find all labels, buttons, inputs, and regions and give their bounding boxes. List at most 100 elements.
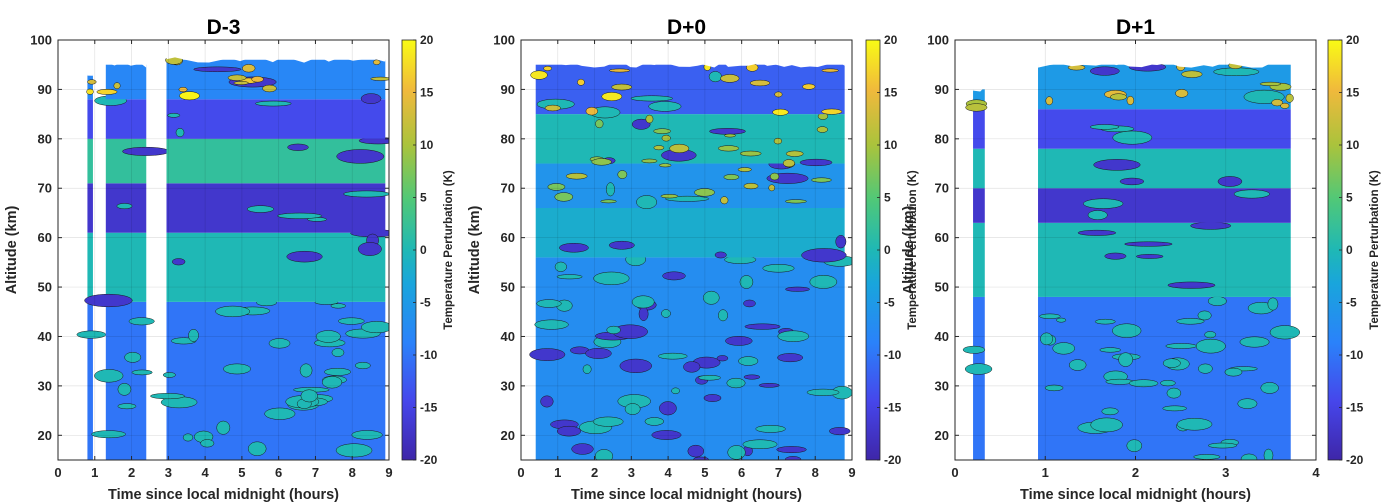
- y-tick-label: 100: [927, 33, 949, 48]
- contour-patch: [698, 375, 721, 381]
- contour-patch: [714, 251, 727, 259]
- contour-patch: [1190, 221, 1232, 230]
- colorbar-tick-label: 10: [884, 138, 898, 152]
- contour-patch: [1239, 336, 1270, 348]
- contour-hotspot: [749, 79, 771, 87]
- contour-hotspot: [720, 196, 729, 205]
- contour-hotspot: [585, 106, 599, 116]
- contour-hotspot: [609, 68, 631, 73]
- data-segment: [962, 40, 993, 460]
- y-tick-label: 50: [935, 280, 949, 295]
- band-fill: [535, 64, 845, 115]
- contour-hotspot: [611, 83, 633, 91]
- y-tick-label: 90: [935, 82, 949, 97]
- contour-hotspot: [737, 167, 752, 172]
- contour-hotspot: [816, 126, 828, 133]
- contour-patch: [315, 330, 341, 343]
- contour-patch: [648, 101, 682, 112]
- contour-hotspot: [718, 145, 740, 152]
- x-tick-label: 4: [664, 465, 672, 480]
- x-tick-label: 1: [554, 465, 561, 480]
- panel-title: D+1: [1116, 16, 1155, 39]
- contour-patch: [117, 383, 132, 396]
- contour-patch: [743, 374, 761, 380]
- contour-patch: [1224, 367, 1243, 377]
- contour-hotspot: [544, 104, 561, 112]
- contour-patch: [1087, 210, 1108, 220]
- contour-patch: [162, 372, 176, 378]
- x-tick-label: 8: [812, 465, 819, 480]
- contour-patch: [1093, 159, 1141, 171]
- contour-patch: [84, 293, 133, 308]
- y-tick-label: 60: [501, 230, 515, 245]
- colorbar-tick-label: 15: [420, 86, 434, 100]
- contour-patch: [1197, 310, 1212, 321]
- contour-patch: [801, 248, 847, 263]
- y-tick-label: 60: [38, 230, 52, 245]
- contour-hotspot: [595, 119, 604, 129]
- contour-patch: [661, 309, 671, 318]
- contour-patch: [351, 430, 383, 440]
- contour-patch: [131, 369, 153, 376]
- contour-patch: [962, 345, 986, 354]
- contour-patch: [1267, 297, 1279, 311]
- coverage-top-mask: [1038, 40, 1291, 68]
- contour-patch: [540, 395, 554, 408]
- contour-patch: [556, 274, 583, 280]
- y-tick-label: 70: [935, 181, 949, 196]
- contour-patch: [1198, 363, 1213, 374]
- contour-hotspot: [660, 194, 679, 199]
- contour-patch: [1112, 130, 1153, 145]
- contour-patch: [124, 351, 142, 363]
- x-tick-label: 4: [201, 465, 209, 480]
- contour-hotspot: [1259, 81, 1282, 86]
- contour-patch: [264, 407, 296, 420]
- contour-patch: [182, 433, 194, 442]
- contour-patch: [1176, 318, 1205, 325]
- contour-patch: [1217, 176, 1243, 187]
- contour-hotspot: [251, 76, 264, 83]
- contour-patch: [1090, 417, 1123, 433]
- contour-hotspot: [965, 103, 988, 112]
- contour-hotspot: [641, 158, 658, 164]
- y-axis-label: Altitude (km): [901, 206, 917, 295]
- band-fill: [973, 188, 985, 223]
- contour-patch: [299, 363, 313, 378]
- colorbar-tick-label: -15: [884, 401, 902, 415]
- contour-patch: [742, 439, 778, 450]
- contour-patch: [636, 195, 658, 209]
- colorbar-tick-label: -20: [420, 453, 438, 467]
- band-fill: [973, 222, 985, 297]
- contour-hotspot: [554, 192, 574, 202]
- contour-patch: [806, 388, 840, 396]
- x-tick-label: 6: [738, 465, 745, 480]
- contour-patch: [117, 403, 137, 410]
- contour-patch: [277, 212, 323, 219]
- contour-patch: [357, 242, 382, 256]
- contour-patch: [559, 242, 589, 253]
- contour-patch: [336, 149, 385, 164]
- contour-patch: [1040, 332, 1054, 346]
- contour-patch: [215, 305, 251, 318]
- contour-hotspot: [785, 150, 804, 157]
- contour-patch: [644, 417, 664, 426]
- contour-patch: [188, 329, 199, 342]
- contour-patch: [702, 290, 720, 305]
- contour-patch: [727, 445, 746, 460]
- contour-patch: [785, 286, 810, 292]
- contour-hotspot: [773, 137, 783, 145]
- contour-patch: [571, 443, 594, 455]
- contour-patch: [246, 205, 274, 213]
- x-tick-label: 0: [951, 465, 958, 480]
- band-fill: [105, 232, 147, 302]
- contour-patch: [594, 449, 614, 460]
- contour-patch: [631, 295, 655, 309]
- contour-patch: [1233, 189, 1270, 199]
- contour-hotspot: [653, 145, 665, 151]
- x-tick-label: 6: [275, 465, 282, 480]
- contour-patch: [829, 427, 851, 436]
- y-tick-label: 70: [38, 181, 52, 196]
- band-fill: [166, 232, 386, 302]
- contour-patch: [1136, 254, 1164, 259]
